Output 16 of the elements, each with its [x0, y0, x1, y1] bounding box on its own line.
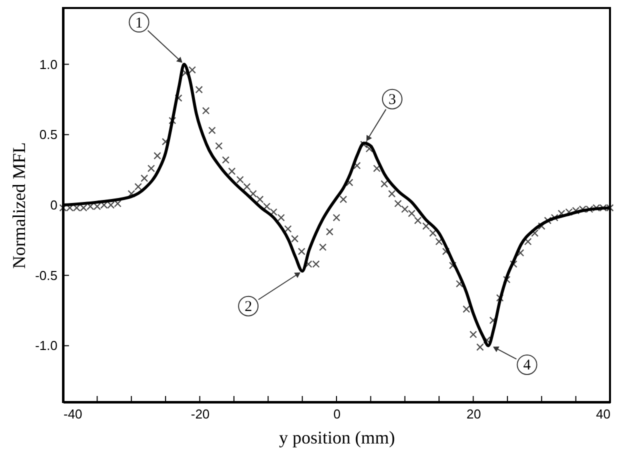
x-tick-label: 0: [333, 406, 341, 422]
annotation: 4: [523, 358, 532, 374]
x-tick-label: -20: [190, 406, 210, 422]
x-tick-label: -40: [64, 406, 82, 422]
annotation: 3: [388, 92, 396, 108]
y-axis-title: Normalized MFL: [9, 142, 30, 269]
y-tick-label: 1.0: [39, 56, 58, 72]
x-tick-label: 40: [596, 406, 610, 422]
annotation: 1: [135, 15, 143, 32]
x-axis-title: y position (mm): [279, 428, 396, 448]
y-tick-label: -0.5: [35, 268, 58, 283]
y-tick-label: 0: [50, 198, 58, 212]
y-tick-label: -1.0: [35, 338, 58, 354]
x-tick-label: 20: [466, 406, 481, 422]
y-tick-label: 0.5: [39, 127, 58, 142]
annotation: 2: [244, 299, 252, 316]
